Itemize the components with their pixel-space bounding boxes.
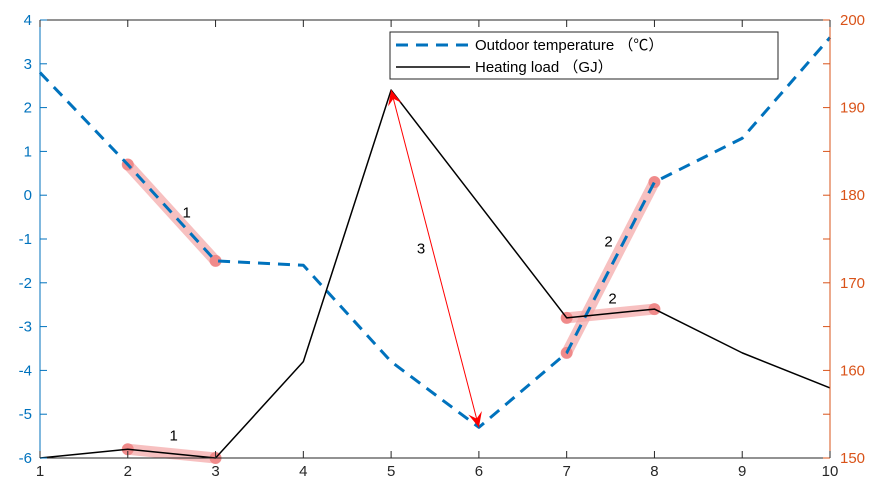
left-tick-label: 3 — [24, 56, 32, 73]
left-tick-label: 2 — [24, 100, 32, 117]
outdoor-temperature-line — [38, 36, 832, 429]
x-tick-label: 9 — [738, 463, 746, 480]
x-tick-label: 6 — [475, 463, 483, 480]
x-tick-label: 5 — [387, 463, 395, 480]
right-tick-label: 160 — [840, 362, 865, 379]
arrow-line — [390, 89, 480, 428]
left-tick-label: -3 — [19, 319, 32, 336]
x-tick-label: 8 — [650, 463, 658, 480]
left-tick-label: 0 — [24, 187, 32, 204]
left-tick-label: -2 — [19, 275, 32, 292]
right-tick-label: 170 — [840, 275, 865, 292]
plot-area — [40, 20, 830, 458]
legend-box — [389, 31, 779, 80]
left-tick-label: -6 — [19, 450, 32, 467]
left-tick-label: -4 — [19, 362, 32, 379]
arrow-label: 3 — [417, 241, 425, 258]
left-tick-label: 4 — [24, 12, 32, 29]
legend-label-heating-load: Heating load （GJ） — [475, 59, 613, 76]
highlight-end-marker — [648, 176, 661, 189]
left-tick-label: -1 — [19, 231, 32, 248]
x-tick-label: 2 — [124, 463, 132, 480]
right-tick-label: 200 — [840, 12, 865, 29]
x-tick-label: 4 — [299, 463, 307, 480]
highlight-label: 1 — [169, 428, 177, 445]
legend-label-outdoor-temperature: Outdoor temperature （℃） — [475, 37, 663, 54]
heating-load-line — [39, 89, 831, 459]
highlight-label: 2 — [604, 233, 612, 250]
x-tick-label: 10 — [822, 463, 839, 480]
legend: Outdoor temperature （℃） Heating load （GJ… — [389, 31, 779, 80]
x-tick-label: 7 — [562, 463, 570, 480]
left-tick-label: -5 — [19, 406, 32, 423]
x-tick-label: 3 — [211, 463, 219, 480]
arrow-head-end — [468, 411, 482, 428]
highlight-label: 2 — [608, 290, 616, 307]
highlight-label: 1 — [182, 205, 190, 222]
highlight-end-marker — [209, 254, 222, 267]
right-tick-label: 150 — [840, 450, 865, 467]
right-tick-label: 180 — [840, 187, 865, 204]
left-tick-label: 1 — [24, 143, 32, 160]
arrow-head-start — [388, 90, 402, 107]
arrow-layer: 1 1 2 2 3 — [169, 89, 617, 445]
x-tick-label: 1 — [36, 463, 44, 480]
right-tick-label: 190 — [840, 100, 865, 117]
series-layer — [38, 36, 832, 459]
